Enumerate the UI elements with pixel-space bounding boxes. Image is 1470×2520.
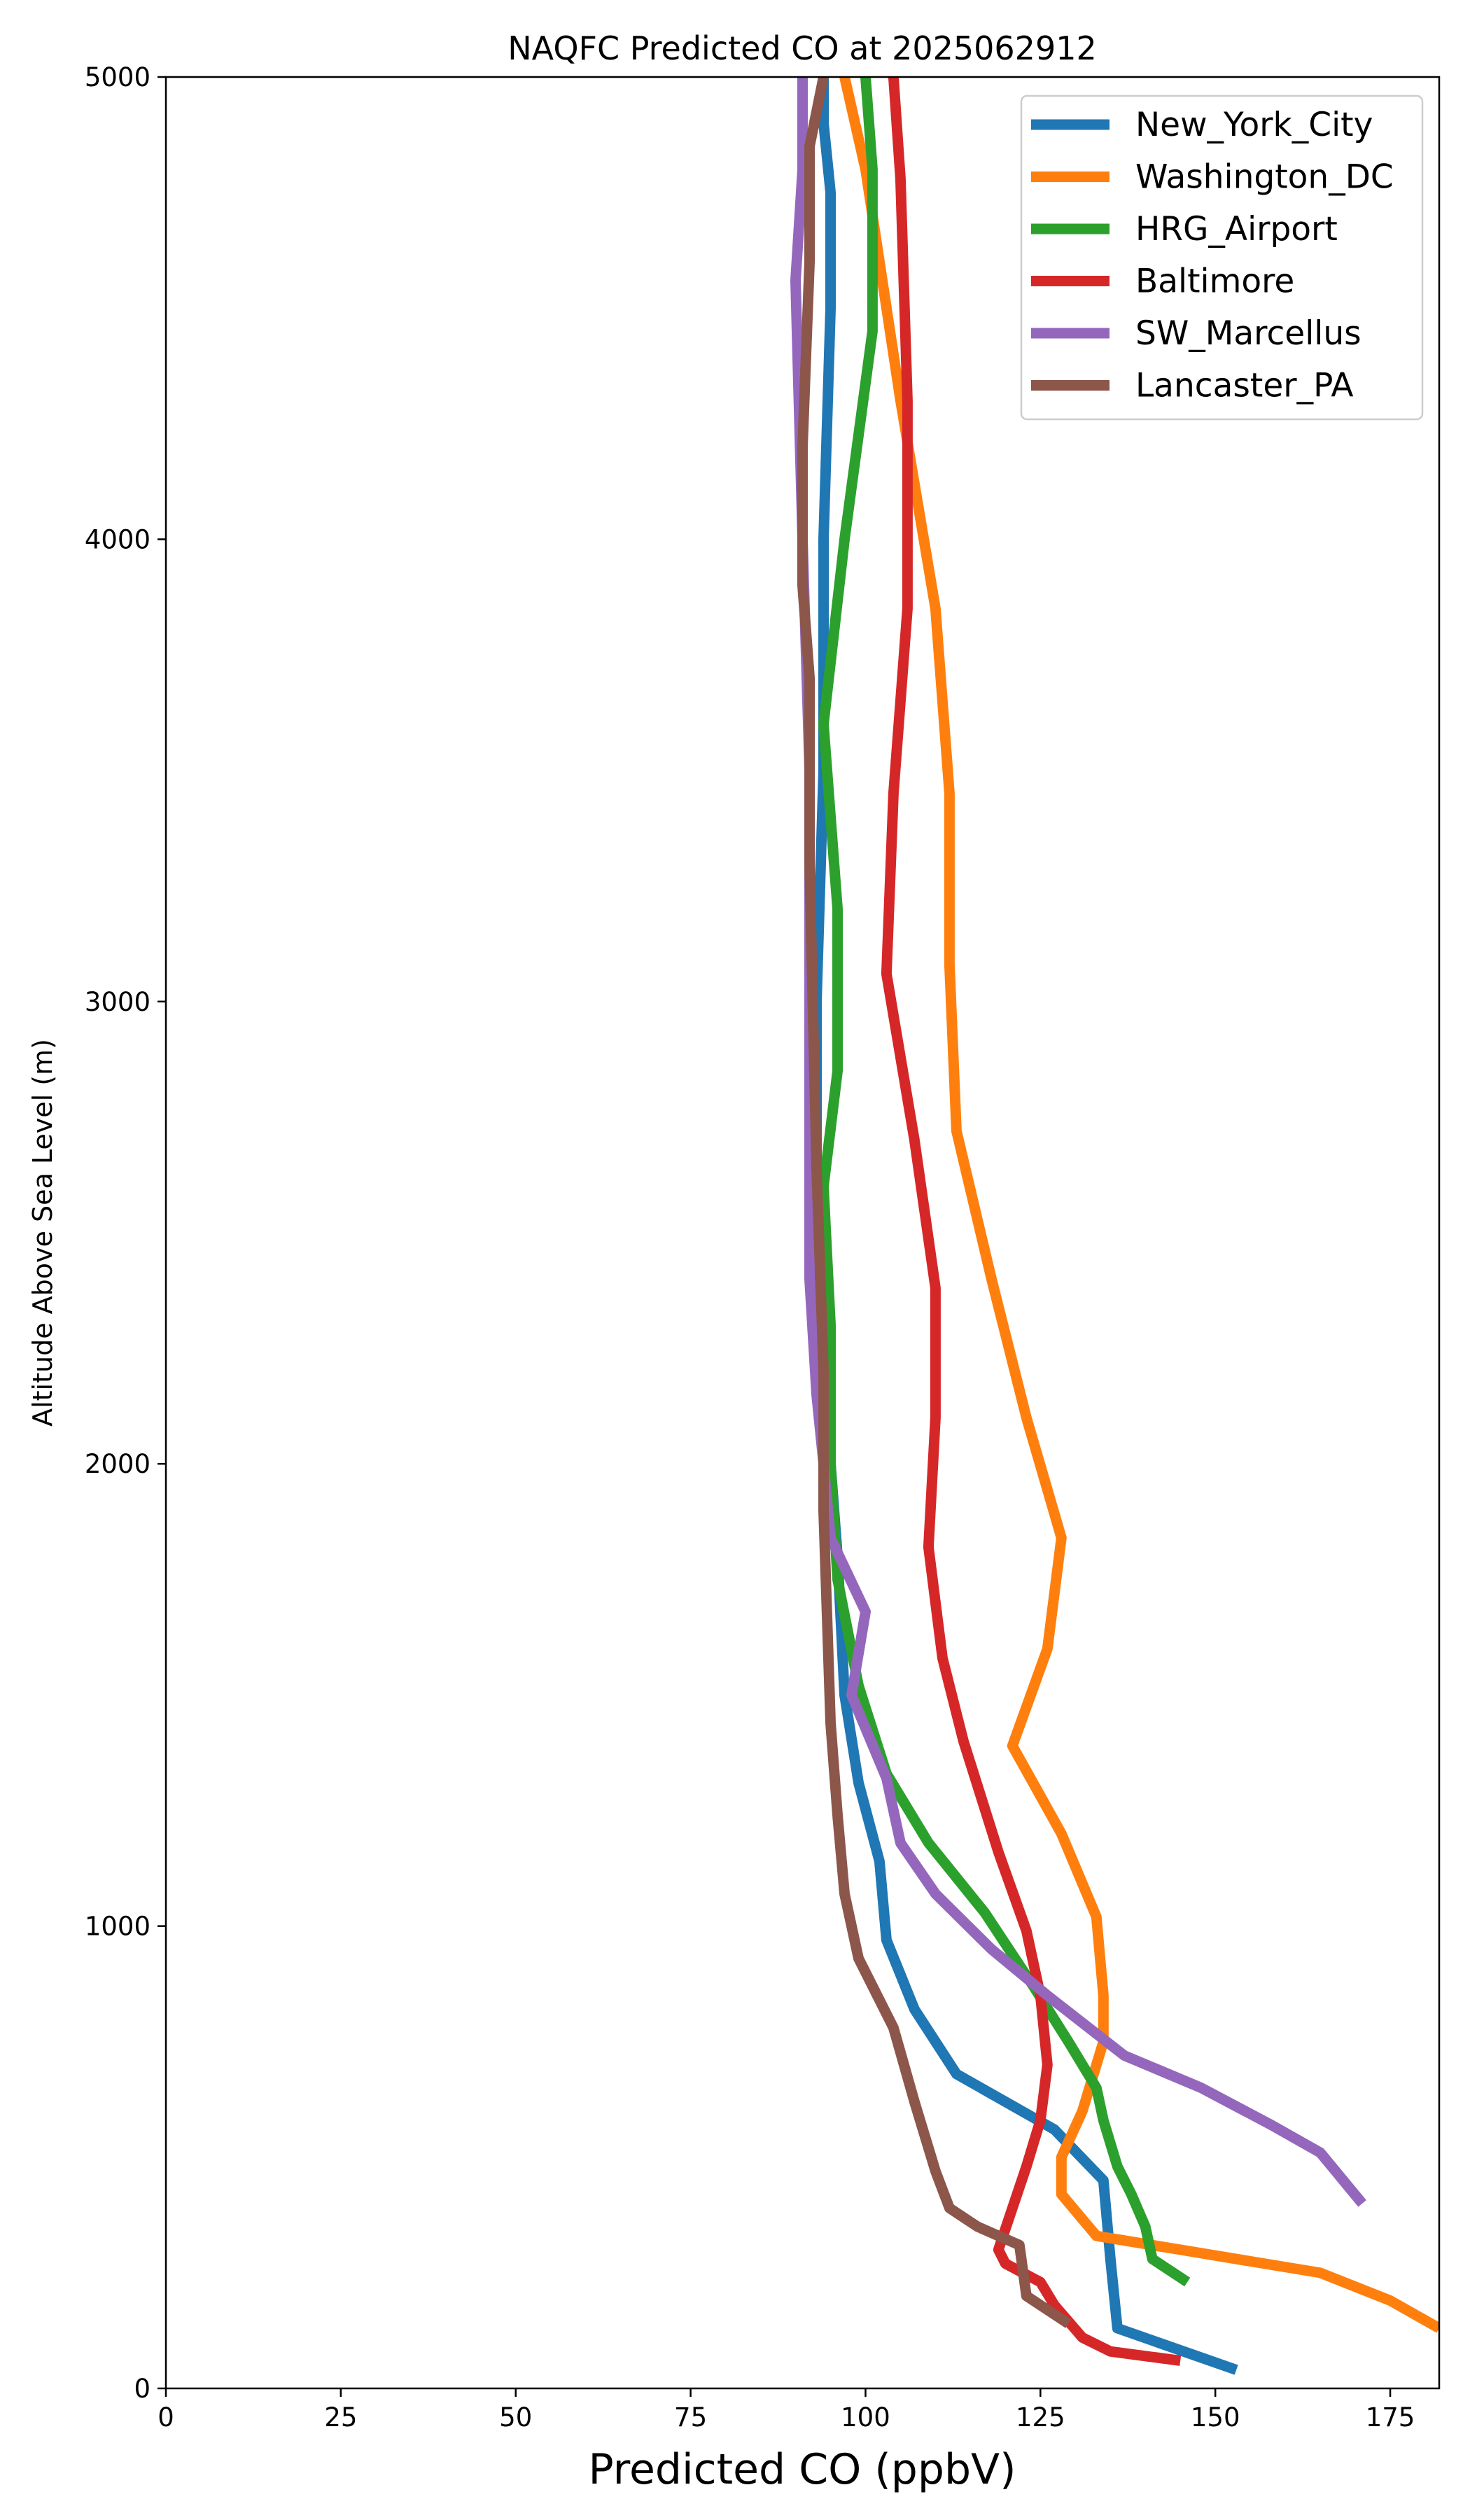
legend-label: HRG_Airport	[1135, 210, 1338, 248]
legend-label: SW_Marcellus	[1135, 314, 1362, 353]
x-tick-label: 25	[324, 2402, 357, 2432]
legend-label: Washington_DC	[1135, 158, 1394, 197]
x-axis: 0 25 50 75 100 125 150 175	[158, 2388, 1415, 2432]
series-layer	[790, 77, 1439, 2375]
series-line-lancaster-pa	[797, 77, 1072, 2328]
x-axis-label: Predicted CO (ppbV)	[588, 2445, 1016, 2494]
y-tick-label: 3000	[85, 987, 150, 1017]
y-tick-label: 4000	[85, 524, 150, 554]
legend: New_York_City Washington_DC HRG_Airport Bal…	[1020, 94, 1424, 421]
y-tick-label: 1000	[85, 1912, 150, 1942]
plot-frame	[164, 76, 1441, 2390]
x-tick-label: 175	[1366, 2402, 1415, 2432]
x-tick-label: 75	[674, 2402, 707, 2432]
y-tick-label: 2000	[85, 1449, 150, 1479]
x-tick-label: 150	[1191, 2402, 1240, 2432]
x-tick-label: 50	[499, 2402, 532, 2432]
series-line-washington-dc	[839, 77, 1439, 2333]
x-tick-label: 100	[841, 2402, 890, 2432]
legend-box	[1020, 94, 1424, 421]
legend-label: Baltimore	[1135, 262, 1294, 301]
series-line-new-york-city	[811, 77, 1238, 2375]
chart-title: NAQFC Predicted CO at 2025062912	[507, 29, 1097, 67]
series-line-hrg-airport	[818, 77, 1191, 2287]
x-tick-label: 0	[158, 2402, 174, 2432]
legend-label: Lancaster_PA	[1135, 367, 1354, 405]
y-tick-label: 5000	[85, 62, 150, 92]
y-tick-label: 0	[134, 2374, 150, 2404]
y-axis: 0 1000 2000 3000 4000 5000	[85, 62, 166, 2404]
y-axis-label: Altitude Above Sea Level (m)	[27, 1039, 58, 1427]
legend-label: New_York_City	[1135, 106, 1373, 144]
series-line-baltimore	[881, 77, 1182, 2366]
x-tick-label: 125	[1016, 2402, 1065, 2432]
